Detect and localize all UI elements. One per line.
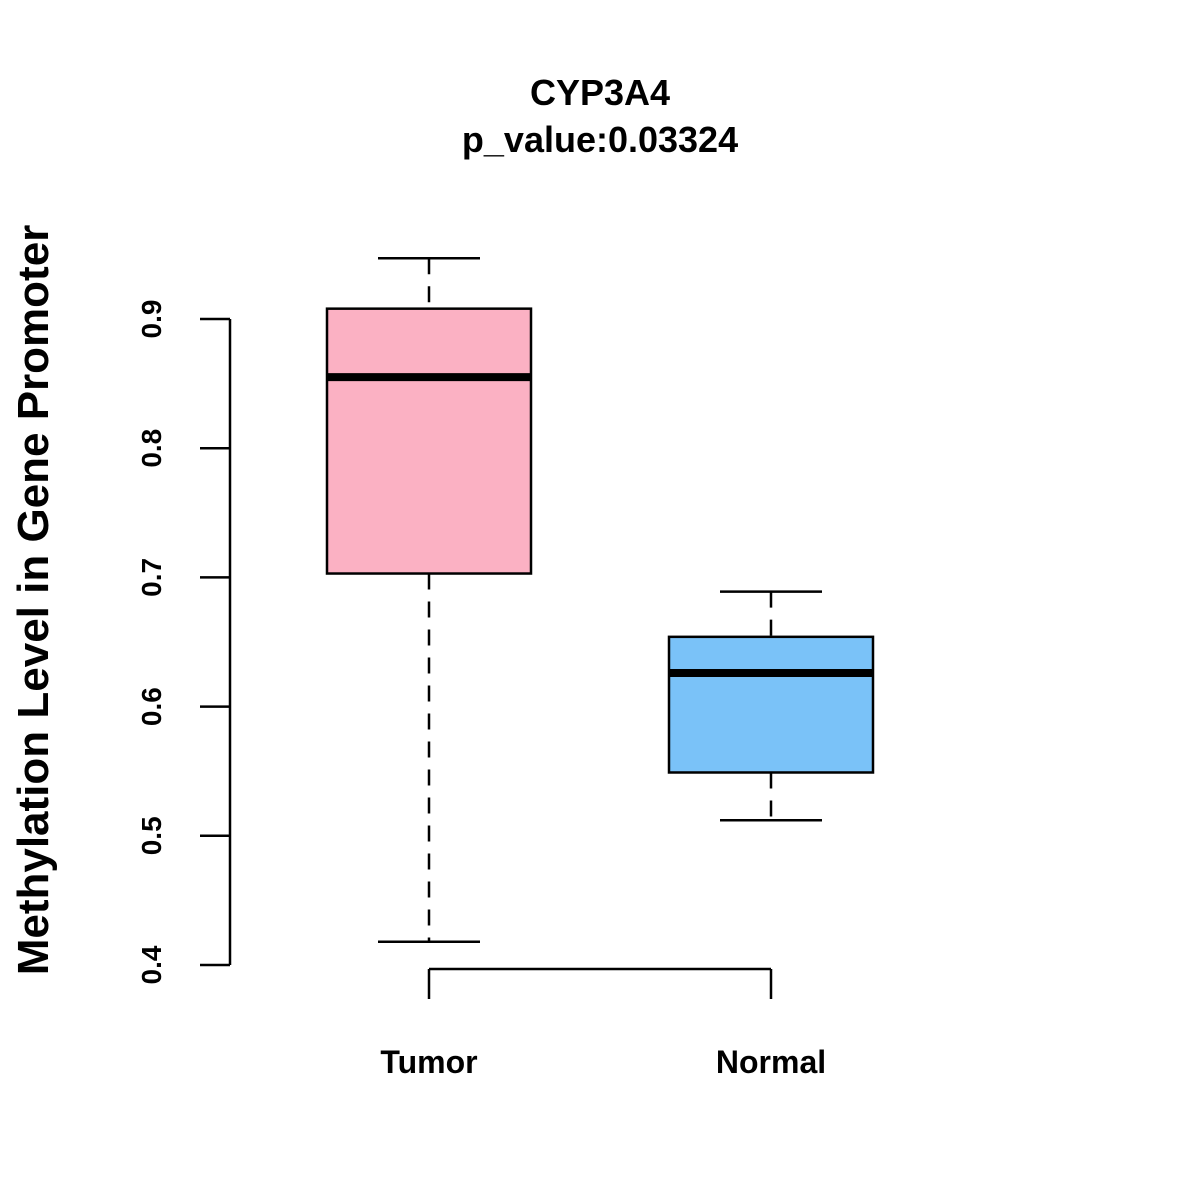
x-tick-label: Tumor	[380, 1044, 477, 1080]
chart-subtitle: p_value:0.03324	[462, 119, 738, 160]
y-tick-label: 0.6	[136, 687, 167, 726]
iqr-box	[667, 635, 875, 774]
y-tick-label: 0.5	[136, 816, 167, 855]
box-normal	[667, 590, 875, 822]
boxes	[325, 257, 875, 943]
x-tick-label: Normal	[716, 1044, 826, 1080]
chart-title: CYP3A4	[530, 72, 670, 113]
x-axis: Tumor Normal	[380, 967, 826, 1080]
y-axis-label: Methylation Level in Gene Promoter	[9, 225, 58, 976]
iqr-box	[325, 307, 533, 575]
y-tick-label: 0.4	[136, 945, 167, 984]
y-tick-label: 0.7	[136, 558, 167, 597]
box-tumor	[325, 257, 533, 943]
y-tick-label: 0.9	[136, 300, 167, 339]
y-tick-label: 0.8	[136, 429, 167, 468]
y-axis: 0.4 0.5 0.6 0.7 0.8 0.9	[136, 300, 232, 984]
